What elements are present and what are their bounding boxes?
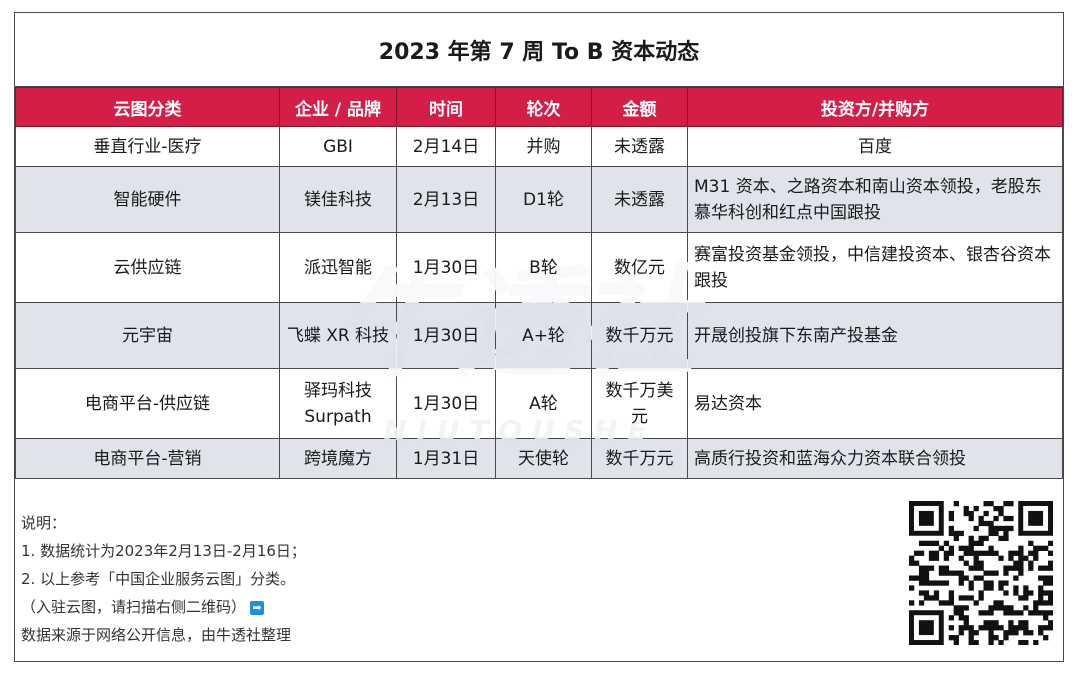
cell-date: 1月31日 — [396, 438, 496, 479]
cell-company: 飞蝶 XR 科技 — [279, 302, 397, 369]
cell-company: 派迅智能 — [279, 232, 397, 303]
cell-category: 智能硬件 — [15, 166, 280, 233]
report-frame: 2023 年第 7 周 To B 资本动态 牛透社 N I U T O U S … — [14, 12, 1064, 662]
note-line-3-text: （入驻云图，请扫描右侧二维码） — [21, 598, 247, 616]
header-round: 轮次 — [495, 87, 592, 127]
header-category: 云图分类 — [15, 87, 280, 127]
cell-company: GBI — [279, 126, 397, 167]
header-amount: 金额 — [591, 87, 688, 127]
table-row: 电商平台-营销 跨境魔方 1月31日 天使轮 数千万元 高质行投资和蓝海众力资本… — [15, 438, 1063, 479]
notes-heading: 说明： — [21, 514, 67, 532]
note-line-2: 2. 以上参考「中国企业服务云图」分类。 — [21, 570, 296, 588]
note-line-3: （入驻云图，请扫描右侧二维码） ➡ — [21, 593, 306, 621]
qr-code[interactable] — [909, 501, 1053, 645]
cell-date: 1月30日 — [396, 368, 496, 439]
cell-round: A+轮 — [495, 302, 592, 369]
capital-table: 云图分类 企业 / 品牌 时间 轮次 金额 投资方/并购方 垂直行业-医疗 GB… — [15, 87, 1063, 479]
arrow-right-icon[interactable]: ➡ — [250, 600, 265, 615]
table-row: 云供应链 派迅智能 1月30日 B轮 数亿元 赛富投资基金领投，中信建投资本、银… — [15, 232, 1063, 303]
note-source: 数据来源于网络公开信息，由牛透社整理 — [21, 626, 292, 644]
cell-investors: M31 资本、之路资本和南山资本领投，老股东慕华科创和红点中国跟投 — [687, 166, 1063, 233]
header-investors: 投资方/并购方 — [687, 87, 1063, 127]
cell-company: 跨境魔方 — [279, 438, 397, 479]
cell-category: 垂直行业-医疗 — [15, 126, 280, 167]
cell-round: 天使轮 — [495, 438, 592, 479]
table-row: 电商平台-供应链 驿玛科技 Surpath 1月30日 A轮 数千万美元 易达资… — [15, 368, 1063, 439]
cell-investors: 百度 — [687, 126, 1063, 167]
cell-category: 元宇宙 — [15, 302, 280, 369]
cell-round: D1轮 — [495, 166, 592, 233]
header-date: 时间 — [396, 87, 496, 127]
table-row: 元宇宙 飞蝶 XR 科技 1月30日 A+轮 数千万元 开晟创投旗下东南产投基金 — [15, 302, 1063, 369]
table-row: 智能硬件 镁佳科技 2月13日 D1轮 未透露 M31 资本、之路资本和南山资本… — [15, 166, 1063, 233]
cell-investors: 开晟创投旗下东南产投基金 — [687, 302, 1063, 369]
note-line-1: 1. 数据统计为2023年2月13日-2月16日； — [21, 542, 306, 560]
cell-date: 1月30日 — [396, 232, 496, 303]
cell-round: 并购 — [495, 126, 592, 167]
table-row: 垂直行业-医疗 GBI 2月14日 并购 未透露 百度 — [15, 126, 1063, 167]
cell-amount: 数千万元 — [591, 302, 688, 369]
cell-round: B轮 — [495, 232, 592, 303]
cell-company: 驿玛科技 Surpath — [279, 368, 397, 439]
cell-date: 1月30日 — [396, 302, 496, 369]
notes-block: 说明： 1. 数据统计为2023年2月13日-2月16日； 2. 以上参考「中国… — [21, 509, 306, 649]
page-title: 2023 年第 7 周 To B 资本动态 — [15, 13, 1063, 87]
cell-amount: 数亿元 — [591, 232, 688, 303]
cell-date: 2月14日 — [396, 126, 496, 167]
cell-company: 镁佳科技 — [279, 166, 397, 233]
cell-investors: 赛富投资基金领投，中信建投资本、银杏谷资本跟投 — [687, 232, 1063, 303]
cell-investors: 高质行投资和蓝海众力资本联合领投 — [687, 438, 1063, 479]
cell-date: 2月13日 — [396, 166, 496, 233]
cell-round: A轮 — [495, 368, 592, 439]
cell-investors: 易达资本 — [687, 368, 1063, 439]
header-company: 企业 / 品牌 — [279, 87, 397, 127]
cell-category: 电商平台-供应链 — [15, 368, 280, 439]
cell-amount: 未透露 — [591, 166, 688, 233]
cell-amount: 数千万元 — [591, 438, 688, 479]
cell-amount: 未透露 — [591, 126, 688, 167]
cell-amount: 数千万美元 — [591, 368, 688, 439]
table-header-row: 云图分类 企业 / 品牌 时间 轮次 金额 投资方/并购方 — [15, 87, 1063, 127]
cell-category: 电商平台-营销 — [15, 438, 280, 479]
cell-category: 云供应链 — [15, 232, 280, 303]
